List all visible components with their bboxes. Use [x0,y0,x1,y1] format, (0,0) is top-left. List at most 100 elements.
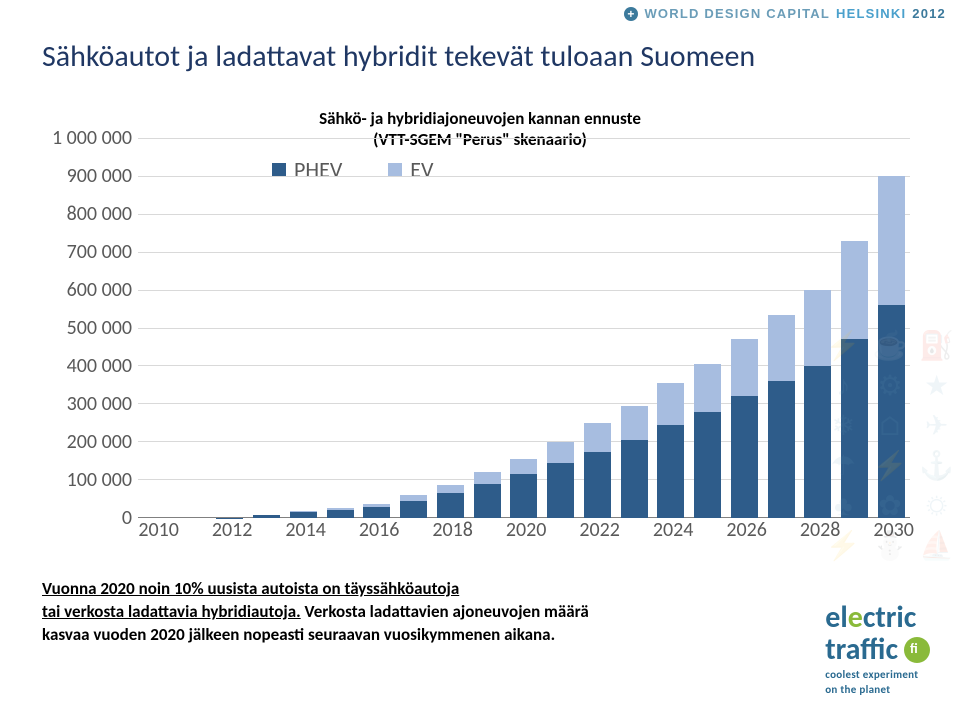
bar-2030 [878,138,905,518]
x-tick-label [543,518,579,546]
bar-segment-phev [510,474,537,518]
x-tick-label: 2030 [873,518,909,546]
x-tick-label: 2016 [359,518,395,546]
fi-badge-icon [904,637,930,663]
y-tick-label: 600 000 [67,278,132,302]
x-tick-label [249,518,285,546]
bar-2017 [400,138,427,518]
bar-segment-phev [474,484,501,518]
x-tick-label [837,518,873,546]
bar-segment-phev [657,425,684,518]
bar-2019 [474,138,501,518]
bar-segment-ev [510,459,537,474]
bar-2013 [253,138,280,518]
header-text-2: HELSINKI [836,6,906,21]
bar-segment-ev [841,241,868,340]
header-text-3: 2012 [912,6,946,21]
footer-logo: electric traffic coolest experiment on t… [825,603,930,695]
y-tick-label: 400 000 [67,354,132,378]
plot-area: 0 100 000 200 000 300 000 400 000 500 000 600 … [42,138,918,546]
bar-segment-phev [878,305,905,518]
bar-2010 [143,138,170,518]
x-tick-label: 2026 [726,518,762,546]
bar-segment-ev [731,339,758,396]
header-brand: + WORLD DESIGN CAPITAL HELSINKI 2012 [610,0,960,27]
bar-segment-ev [547,442,574,463]
bar-2025 [694,138,721,518]
bar-2016 [363,138,390,518]
bar-segment-phev [731,396,758,518]
bar-2023 [621,138,648,518]
bar-2028 [804,138,831,518]
x-tick-label: 2022 [579,518,615,546]
logo-tagline-1: coolest experiment [825,669,930,680]
y-tick-label: 800 000 [67,202,132,226]
bar-2011 [180,138,207,518]
bar-2021 [547,138,574,518]
bar-segment-phev [621,440,648,518]
chart-title-line1: Sähkö- ja hybridiajoneuvojen kannan ennu… [319,108,641,129]
y-tick-label: 500 000 [67,316,132,340]
bar-segment-ev [657,383,684,425]
bar-segment-phev [841,339,868,518]
bar-segment-ev [474,472,501,483]
x-tick-label: 2018 [432,518,468,546]
x-tick-label [469,518,505,546]
y-tick-label: 0 [122,506,132,530]
y-tick-label: 200 000 [67,430,132,454]
logo-line-1: electric [825,603,930,633]
y-tick-label: 300 000 [67,392,132,416]
bar-2026 [731,138,758,518]
y-axis-labels: 0100 000200 000300 000400 000500 000600 … [42,138,138,518]
y-tick-label: 700 000 [67,240,132,264]
bar-segment-ev [878,176,905,305]
forecast-chart: Sähkö- ja hybridiajoneuvojen kannan ennu… [42,108,918,546]
plus-icon: + [624,7,638,21]
caption-underlined-1: Vuonna 2020 noin 10% uusista autoista on… [42,578,459,599]
bar-2018 [437,138,464,518]
bar-segment-ev [584,423,611,452]
x-tick-label [690,518,726,546]
bars-container [138,138,910,518]
bar-2012 [216,138,243,518]
bar-2027 [768,138,795,518]
x-tick-label: 2028 [800,518,836,546]
caption-underlined-2: tai verkosta ladattavia hybridiautoja. [42,601,301,622]
bar-segment-phev [804,366,831,518]
x-tick-label: 2010 [138,518,174,546]
y-tick-label: 1 000 000 [52,126,132,150]
bar-segment-ev [437,485,464,493]
bar-2020 [510,138,537,518]
bar-segment-ev [694,364,721,412]
x-tick-label [322,518,358,546]
page-title: Sähköautot ja ladattavat hybridit tekevä… [42,38,755,75]
bar-segment-phev [584,452,611,519]
bar-2024 [657,138,684,518]
bar-segment-phev [768,381,795,518]
bar-2015 [327,138,354,518]
header-text-1: WORLD DESIGN CAPITAL [644,6,830,21]
x-tick-label: 2012 [212,518,248,546]
x-tick-label [175,518,211,546]
chart-caption: Vuonna 2020 noin 10% uusista autoista on… [42,578,602,647]
bar-2022 [584,138,611,518]
x-tick-label: 2020 [506,518,542,546]
logo-tagline-2: on the planet [825,684,930,695]
bar-segment-ev [621,406,648,440]
y-tick-label: 100 000 [67,468,132,492]
x-tick-label: 2014 [285,518,321,546]
bar-2014 [290,138,317,518]
x-tick-label [616,518,652,546]
y-tick-label: 900 000 [67,164,132,188]
x-tick-label [763,518,799,546]
bar-2029 [841,138,868,518]
x-axis-labels: 2010201220142016201820202022202420262028… [138,518,910,546]
x-tick-label [396,518,432,546]
bar-segment-phev [437,493,464,518]
bar-segment-ev [804,290,831,366]
logo-line-2: traffic [825,633,930,665]
bar-segment-ev [768,315,795,382]
bar-segment-phev [363,507,390,518]
bar-segment-phev [327,510,354,518]
bar-segment-phev [400,501,427,518]
